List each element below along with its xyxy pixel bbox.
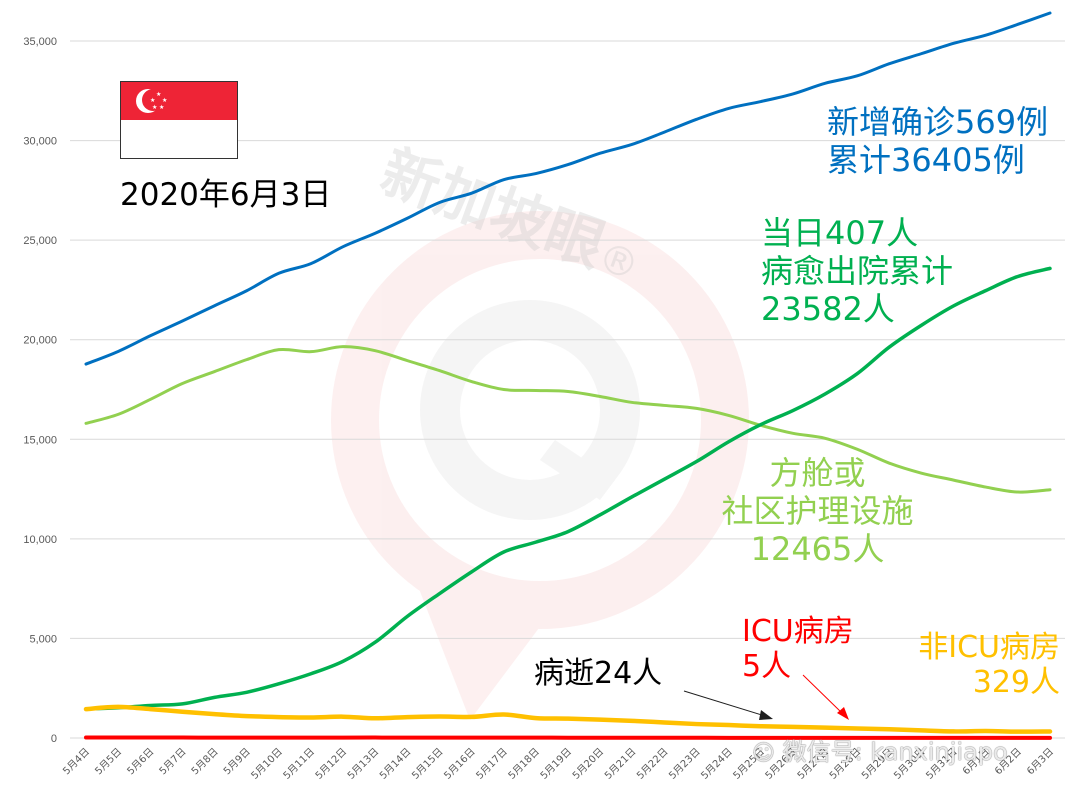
watermark-pin-icon [331,211,749,720]
x-tick-label: 5月23日 [667,746,703,782]
svg-text:★: ★ [156,91,161,98]
y-tick-label: 30,000 [23,136,57,148]
icu-total-label: 5人 [742,649,792,685]
x-tick-label: 5月10日 [249,746,285,782]
y-axis-ticks: 0 5,000 10,000 15,000 20,000 25,000 30,000 35,0… [23,36,57,745]
deaths-annotation: 病逝24人 [534,656,663,691]
community-line1: 方舱或 [769,454,866,492]
series-line [84,11,1052,366]
series-line [84,266,1052,711]
x-tick-label: 5月17日 [474,746,510,782]
confirmed-new-label: 新增确诊569例 [827,103,1049,141]
wechat-watermark: ☺ 微信号: kanxinjiapo [752,738,1008,767]
x-tick-label: 5月15日 [409,746,445,782]
crescent-stars-icon: ★ ★ ★ ★ ★ [136,89,167,113]
x-tick-label: 6月3日 [1024,746,1056,778]
nonicu-label: 非ICU病房 [918,630,1060,665]
y-tick-label: 20,000 [23,335,57,347]
x-tick-label: 5月13日 [345,746,381,782]
svg-text:★: ★ [159,104,164,111]
x-tick-label: 5月19日 [538,746,574,782]
wechat-icon: ☺ [752,741,775,766]
y-tick-label: 25,000 [23,235,57,247]
discharged-total-label: 23582人 [761,289,895,328]
x-tick-label: 5月6日 [125,746,157,778]
x-tick-label: 5月18日 [506,746,542,782]
x-tick-label: 5月24日 [699,746,735,782]
icu-arrow-icon [802,674,849,720]
community-total-label: 12465人 [750,529,885,568]
svg-text:★: ★ [150,97,155,104]
confirmed-total-label: 累计36405例 [827,140,1025,179]
x-tick-label: 5月20日 [570,746,606,782]
nonicu-annotation: 非ICU病房 329人 [895,630,1060,701]
svg-text:★: ★ [162,97,167,104]
discharged-annotation: 当日407人 病愈出院累计 23582人 [761,214,954,328]
discharged-label: 病愈出院累计 [761,251,954,290]
y-tick-label: 5,000 [29,633,57,645]
x-tick-label: 5月11日 [281,746,317,782]
svg-text:★: ★ [152,104,157,111]
x-tick-label: 5月4日 [60,746,92,778]
community-line2: 社区护理设施 [721,491,914,530]
x-tick-label: 5月5日 [93,746,125,778]
wechat-id: 微信号: kanxinjiapo [782,738,1008,766]
date-title: 2020年6月3日 [120,177,332,213]
y-tick-label: 35,000 [23,36,57,48]
series-lines [83,11,1053,740]
icu-label: ICU病房 [742,614,854,649]
x-tick-label: 5月12日 [313,746,349,782]
singapore-flag-icon: ★ ★ ★ ★ ★ [120,81,238,159]
y-tick-label: 10,000 [23,534,57,546]
x-tick-label: 5月8日 [189,746,221,778]
x-tick-label: 5月9日 [221,746,253,778]
community-annotation: 方舱或 社区护理设施 12465人 [700,454,935,568]
confirmed-annotation: 新增确诊569例 累计36405例 [827,103,1049,180]
discharged-today-label: 当日407人 [761,214,919,252]
flag-white-band [121,120,237,158]
nonicu-total-label: 329人 [972,665,1060,701]
y-tick-label: 0 [51,733,57,745]
series-line [83,704,1053,734]
icu-annotation: ICU病房 5人 [742,614,854,685]
y-tick-label: 15,000 [23,434,57,446]
x-tick-label: 5月22日 [634,746,670,782]
x-tick-label: 5月16日 [442,746,478,782]
x-tick-label: 5月14日 [377,746,413,782]
x-tick-label: 5月7日 [157,746,189,778]
deaths-arrow-icon [683,690,773,720]
series-line [84,345,1052,494]
x-tick-label: 5月21日 [602,746,638,782]
